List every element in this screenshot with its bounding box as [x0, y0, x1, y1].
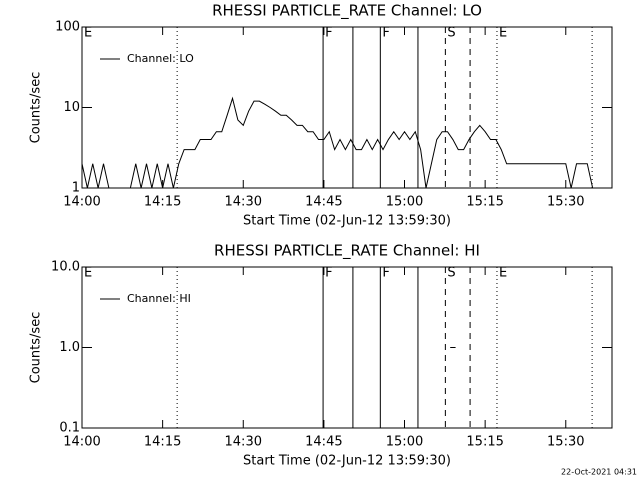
event-flag: F [325, 266, 332, 281]
x-tick-label: 14:45 [305, 435, 342, 450]
x-tick-label: 14:15 [144, 435, 181, 450]
x-tick-label: 14:15 [144, 195, 181, 210]
x-tick-label: 14:45 [305, 195, 342, 210]
event-flag: E [499, 26, 507, 41]
event-flag: F [325, 26, 332, 41]
y-tick-label: 1.0 [59, 340, 80, 355]
event-flag: F [382, 26, 389, 41]
data-line [81, 96, 594, 189]
y-tick-label: 100 [55, 20, 80, 35]
x-tick-label: 14:00 [63, 195, 100, 210]
event-flag: S [447, 26, 455, 41]
legend-label: Channel: LO [127, 52, 194, 65]
y-tick-label: 0.1 [59, 421, 80, 436]
y-tick-label: 10.0 [51, 260, 80, 275]
x-tick-label: 14:00 [63, 435, 100, 450]
x-axis-label: Start Time (02-Jun-12 13:59:30) [243, 454, 451, 469]
chart-title: RHESSI PARTICLE_RATE Channel: LO [212, 2, 482, 21]
event-flag: E [499, 266, 507, 281]
event-flag: E [84, 26, 92, 41]
x-tick-label: 14:30 [225, 195, 262, 210]
x-axis-label: Start Time (02-Jun-12 13:59:30) [243, 214, 451, 229]
chart-title: RHESSI PARTICLE_RATE Channel: HI [214, 242, 480, 261]
x-tick-label: 14:30 [225, 435, 262, 450]
legend-label: Channel: HI [127, 292, 191, 305]
y-tick-label: 1 [72, 181, 80, 196]
y-tick-label: 10 [63, 100, 80, 115]
x-tick-label: 15:30 [547, 435, 584, 450]
event-flag: F [382, 266, 389, 281]
x-tick-label: 15:15 [466, 435, 503, 450]
x-tick-label: 15:30 [547, 195, 584, 210]
event-flag: E [84, 266, 92, 281]
x-tick-label: 15:00 [386, 435, 423, 450]
y-axis-label: Counts/sec [29, 72, 44, 144]
event-flag: S [447, 266, 455, 281]
footer-date: 22-Oct-2021 04:31 [561, 468, 637, 477]
x-tick-label: 15:15 [466, 195, 503, 210]
x-tick-label: 15:00 [386, 195, 423, 210]
y-axis-label: Counts/sec [29, 312, 44, 384]
